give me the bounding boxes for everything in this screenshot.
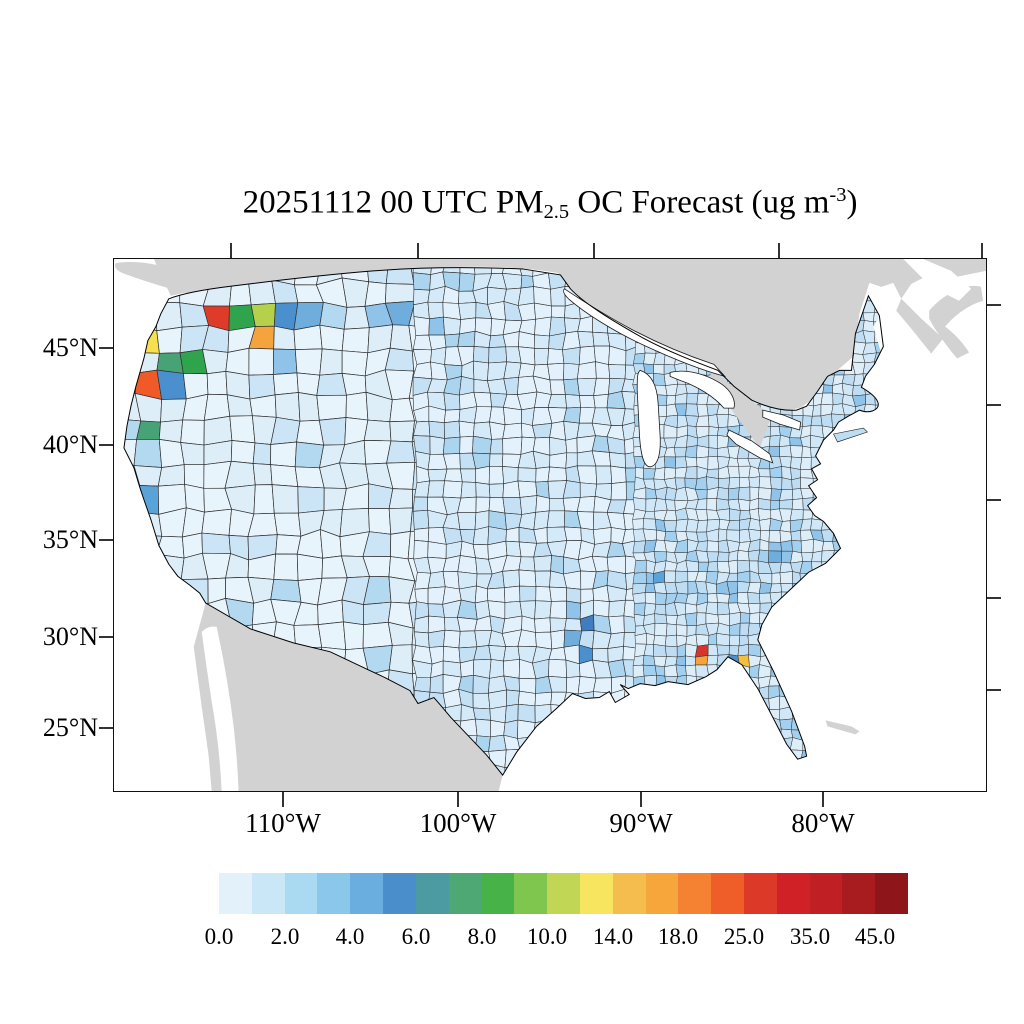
x-tick-top-1 bbox=[230, 243, 232, 258]
gulf-of-st-lawrence bbox=[903, 259, 972, 301]
x-axis-label-100w: 100°W bbox=[419, 808, 497, 838]
title-suffix: ) bbox=[846, 184, 858, 221]
title-superscript: -3 bbox=[829, 184, 847, 206]
gulf-of-california bbox=[201, 626, 239, 791]
x-axis-label-80w: 80°W bbox=[791, 808, 855, 838]
x-tick-bottom-90w bbox=[640, 792, 642, 807]
y-axis-label-40n: 40°N bbox=[42, 430, 98, 459]
y-tick-left-45n bbox=[99, 347, 113, 349]
x-axis-label-110w: 110°W bbox=[245, 808, 321, 838]
y-axis-label-30n: 30°N bbox=[42, 622, 98, 651]
y-axis-label-35n: 35°N bbox=[42, 525, 98, 554]
colorbar-swatch-5 bbox=[383, 873, 416, 914]
colorbar-label-1: 2.0 bbox=[270, 924, 300, 949]
colorbar-swatch-8 bbox=[481, 873, 515, 914]
new-brunswick bbox=[896, 298, 944, 354]
y-tick-left-40n bbox=[99, 444, 113, 446]
x-tick-top-3 bbox=[593, 243, 595, 258]
colorbar-swatch-2 bbox=[284, 873, 318, 914]
colorbar-swatch-14 bbox=[678, 873, 712, 914]
y-tick-left-30n bbox=[99, 636, 113, 638]
nova-scotia bbox=[929, 285, 984, 359]
colorbar-label-0: 0.0 bbox=[204, 924, 234, 949]
x-tick-bottom-80w bbox=[822, 792, 824, 807]
long-island bbox=[833, 427, 868, 443]
x-tick-bottom-110w bbox=[282, 792, 284, 807]
colorbar-label-7: 18.0 bbox=[657, 924, 699, 949]
colorbar-label-5: 10.0 bbox=[526, 924, 568, 949]
y-tick-right-45n bbox=[987, 304, 1001, 306]
y-tick-right-25n bbox=[987, 689, 1001, 691]
choropleth-map bbox=[114, 259, 986, 791]
y-tick-left-35n bbox=[99, 539, 113, 541]
mexico-landmass bbox=[193, 603, 503, 791]
colorbar-swatch-15 bbox=[711, 873, 744, 914]
canada-landmass bbox=[153, 259, 986, 411]
bahamas-sliver bbox=[825, 720, 860, 735]
colorbar-label-10: 45.0 bbox=[854, 924, 896, 949]
lake-erie bbox=[726, 429, 774, 464]
title-subscript: 2.5 bbox=[543, 200, 570, 223]
title-mid: OC Forecast (ug m bbox=[569, 184, 830, 221]
lake-ontario bbox=[762, 409, 802, 431]
colorbar-swatch-10 bbox=[547, 873, 580, 914]
colorbar-swatch-17 bbox=[776, 873, 810, 914]
y-axis-label-45n: 45°N bbox=[42, 333, 98, 362]
lake-superior bbox=[563, 288, 727, 378]
colorbar-swatch-16 bbox=[744, 873, 777, 914]
colorbar-swatch-0 bbox=[219, 873, 252, 914]
colorbar-swatch-3 bbox=[317, 873, 351, 914]
y-tick-left-25n bbox=[99, 727, 113, 729]
us-outline bbox=[123, 267, 884, 776]
y-tick-right-40n bbox=[987, 404, 1001, 406]
map-frame bbox=[113, 258, 987, 792]
lake-huron bbox=[669, 370, 735, 409]
colorbar-label-3: 6.0 bbox=[401, 924, 431, 949]
colorbar-swatch-6 bbox=[415, 873, 449, 914]
x-tick-top-5 bbox=[981, 243, 983, 258]
colorbar-label-8: 25.0 bbox=[723, 924, 765, 949]
colorbar-swatch-20 bbox=[875, 873, 909, 914]
vancouver-island bbox=[114, 261, 203, 295]
x-tick-top-2 bbox=[417, 243, 419, 258]
colorbar-swatch-4 bbox=[350, 873, 384, 914]
colorbar-swatch-12 bbox=[612, 873, 646, 914]
colorbar bbox=[219, 873, 909, 914]
x-tick-bottom-100w bbox=[457, 792, 459, 807]
colorbar-swatch-18 bbox=[809, 873, 843, 914]
colorbar-swatch-1 bbox=[251, 873, 285, 914]
y-tick-right-30n bbox=[987, 597, 1001, 599]
chart-title: 20251112 00 UTC PM2.5 OC Forecast (ug m-… bbox=[113, 184, 987, 230]
colorbar-label-6: 14.0 bbox=[592, 924, 634, 949]
x-axis-label-90w: 90°W bbox=[609, 808, 673, 838]
title-prefix: 20251112 00 UTC PM bbox=[242, 184, 544, 221]
colorbar-swatch-9 bbox=[514, 873, 548, 914]
bay-of-fundy bbox=[873, 316, 918, 389]
x-tick-top-4 bbox=[778, 243, 780, 258]
colorbar-swatch-19 bbox=[842, 873, 876, 914]
colorbar-label-9: 35.0 bbox=[789, 924, 831, 949]
colorbar-label-4: 8.0 bbox=[467, 924, 497, 949]
colorbar-swatch-11 bbox=[579, 873, 613, 914]
colorbar-swatch-13 bbox=[645, 873, 679, 914]
colorbar-swatch-7 bbox=[448, 873, 482, 914]
y-tick-right-35n bbox=[987, 499, 1001, 501]
y-axis-label-25n: 25°N bbox=[42, 713, 98, 742]
lake-michigan bbox=[636, 369, 661, 468]
colorbar-label-2: 4.0 bbox=[335, 924, 365, 949]
